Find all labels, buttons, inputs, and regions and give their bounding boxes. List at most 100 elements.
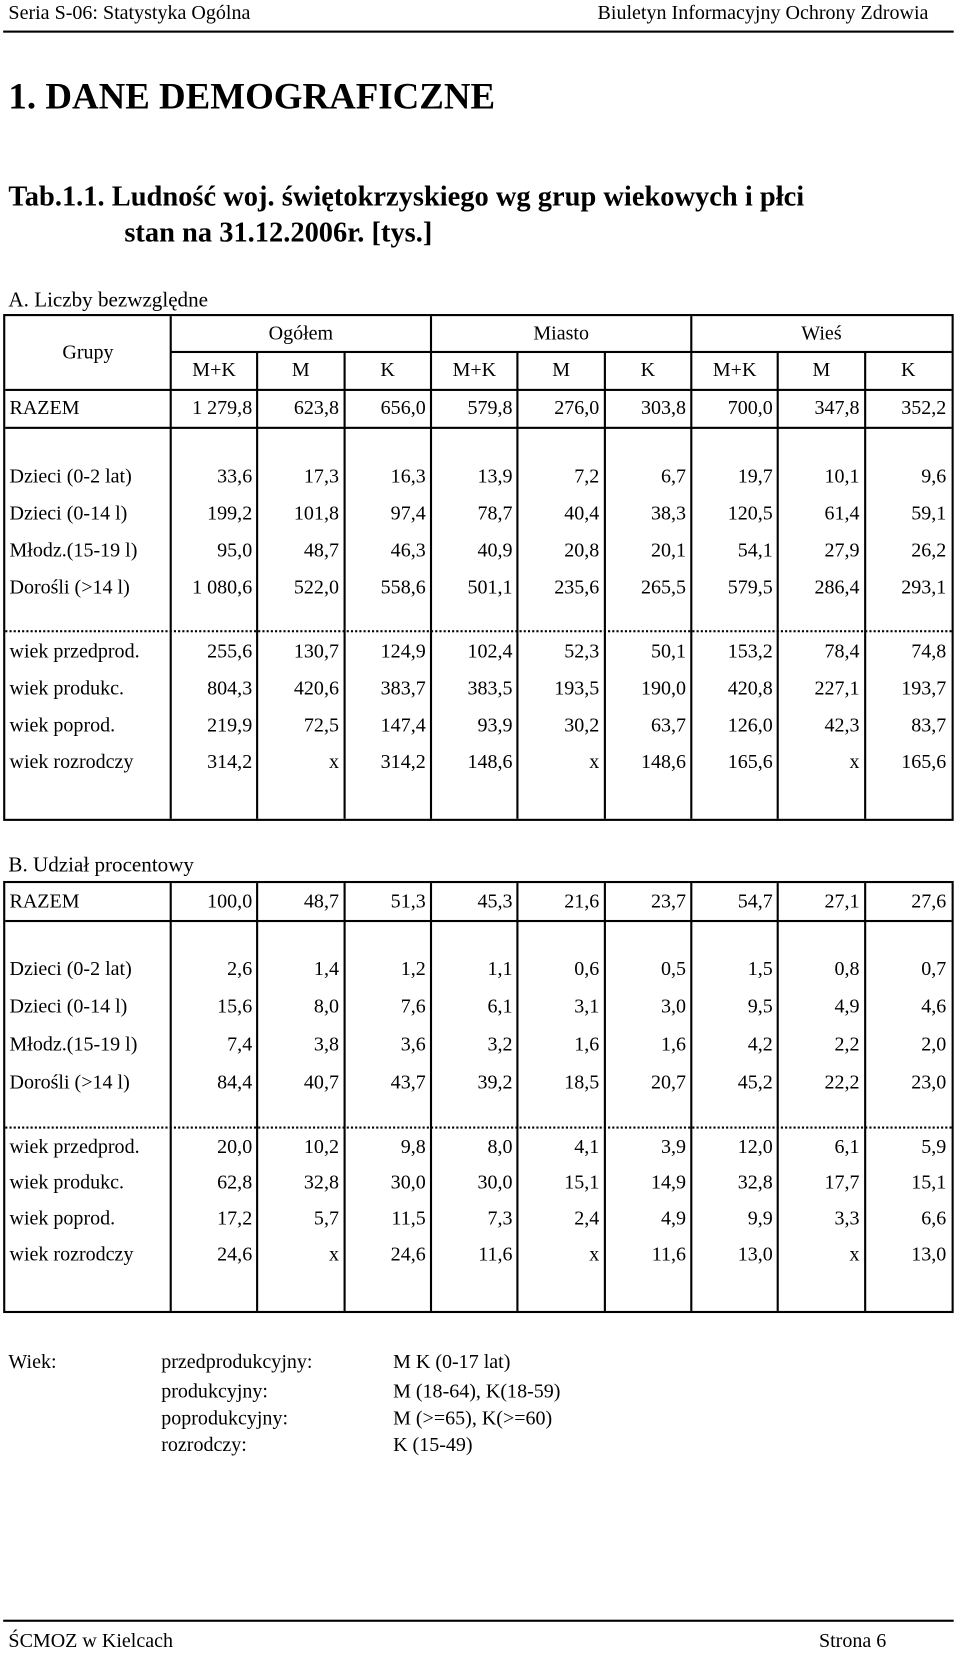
table-cell: 219,9 xyxy=(207,713,253,737)
header-cell: Wieś xyxy=(801,322,842,345)
table-cell: 97,4 xyxy=(390,502,426,525)
table-cell: 124,9 xyxy=(380,640,426,663)
column-rule xyxy=(343,883,346,1311)
table-cell: 383,7 xyxy=(380,677,426,700)
section-title: B. Udział procentowy xyxy=(8,853,194,877)
header-cell: M xyxy=(552,359,571,382)
table-cell: 2,0 xyxy=(921,1033,947,1056)
table-cell: x xyxy=(849,750,860,773)
header-cell: K xyxy=(900,359,916,382)
column-rule xyxy=(776,883,780,1311)
table-cell: 22,2 xyxy=(824,1071,860,1094)
table-cell: 17,2 xyxy=(217,1207,253,1230)
table-cell: 148,6 xyxy=(640,750,687,773)
table-cell: 0,8 xyxy=(834,957,860,981)
table-cell: 255,6 xyxy=(207,640,253,663)
row-label: Dzieci (0-14 l) xyxy=(9,502,128,525)
table-cell: 45,3 xyxy=(477,890,513,913)
table-cell: 190,0 xyxy=(640,677,687,700)
footer-rule xyxy=(3,1619,954,1622)
table-cell: 2,2 xyxy=(834,1033,860,1056)
column-rule xyxy=(516,351,519,819)
table-cell: 78,4 xyxy=(824,640,860,663)
table-cell: 14,9 xyxy=(650,1171,687,1194)
table-cell: 193,5 xyxy=(554,677,600,700)
table-cell: 13,9 xyxy=(477,465,513,488)
title: 1. DANE DEMOGRAFICZNE xyxy=(8,75,496,117)
table-cell: 20,0 xyxy=(217,1135,253,1159)
table-cell: 17,3 xyxy=(303,465,339,488)
table-cell: 61,4 xyxy=(824,502,860,525)
table-cell: 383,5 xyxy=(467,677,513,700)
table-cell: 43,7 xyxy=(390,1071,426,1094)
table-cell: 193,7 xyxy=(901,677,947,700)
table-cell: 420,6 xyxy=(293,677,339,700)
table-cell: 7,3 xyxy=(487,1207,513,1230)
table-cell: 101,8 xyxy=(293,502,339,525)
table-cell: 3,0 xyxy=(660,995,687,1018)
table-cell: 3,2 xyxy=(487,1033,513,1056)
table-cell: 102,4 xyxy=(467,640,513,663)
table-cell: 30,0 xyxy=(477,1171,513,1194)
table-cell: 165,6 xyxy=(901,750,947,773)
table-cell: 8,0 xyxy=(487,1135,513,1159)
table-cell: 27,1 xyxy=(824,890,860,913)
table-cell: 2,4 xyxy=(574,1207,600,1230)
column-rule xyxy=(863,351,866,819)
table-cell: 804,3 xyxy=(207,677,253,700)
table-title: Tab.1.1. Ludność woj. świętokrzyskiego w… xyxy=(8,180,805,212)
column-rule xyxy=(863,883,866,1311)
table-cell: 15,1 xyxy=(911,1171,947,1194)
table-cell: 6,1 xyxy=(487,995,513,1018)
table-cell: 48,7 xyxy=(303,539,339,562)
row-label: wiek produkc. xyxy=(9,1171,125,1194)
table-cell: 46,3 xyxy=(390,539,426,562)
table-cell: 3,6 xyxy=(400,1033,426,1056)
header-left: Seria S-06: Statystyka Ogólna xyxy=(8,2,251,25)
header-right: Biuletyn Informacyjny Ochrony Zdrowia xyxy=(597,2,929,25)
dotted-rule xyxy=(5,1126,952,1129)
table-cell: 4,2 xyxy=(747,1033,773,1056)
table-cell: 20,8 xyxy=(564,539,600,562)
table-cell: 18,5 xyxy=(564,1071,600,1094)
table-cell: 314,2 xyxy=(380,750,426,773)
legend-definition: M (18-64), K(18-59) xyxy=(393,1380,561,1403)
table-cell: 276,0 xyxy=(554,397,600,420)
table-cell: 42,3 xyxy=(824,713,860,737)
column-rule xyxy=(603,351,606,819)
row-label: Młodz.(15-19 l) xyxy=(9,539,138,562)
table-cell: 4,6 xyxy=(921,995,947,1018)
table-cell: 1,4 xyxy=(313,957,339,981)
table-cell: x xyxy=(328,1243,339,1266)
column-rule xyxy=(429,316,433,819)
table-cell: 95,0 xyxy=(217,539,253,562)
table-cell: 3,9 xyxy=(660,1135,687,1159)
table-cell: 558,6 xyxy=(380,575,426,599)
table-cell: 40,7 xyxy=(303,1071,339,1094)
table-cell: 1,5 xyxy=(747,957,773,981)
table-cell: x xyxy=(328,750,339,773)
table-cell: 10,1 xyxy=(824,465,860,488)
table-cell: 8,0 xyxy=(313,995,339,1018)
table-cell: 40,9 xyxy=(477,539,513,562)
table-cell: 120,5 xyxy=(727,502,773,525)
table-cell: 40,4 xyxy=(564,502,600,525)
table: RAZEM 100,0 48,7 51,3 45,3 21,6 23,7 54,7 27,1 27… xyxy=(3,880,954,1314)
legend-definition: M K (0-17 lat) xyxy=(393,1350,511,1374)
legend-definition: K (15-49) xyxy=(393,1434,473,1457)
footer-right: Strona 6 xyxy=(818,1630,887,1653)
table-cell: 20,7 xyxy=(650,1071,687,1094)
table-cell: 15,6 xyxy=(217,995,253,1018)
table-cell: 1,2 xyxy=(400,957,426,981)
column-rule xyxy=(690,316,693,819)
table-cell: 13,0 xyxy=(737,1243,773,1266)
table-subtitle: stan na 31.12.2006r. [tys.] xyxy=(124,216,433,248)
table-cell: 100,0 xyxy=(207,890,253,913)
table-cell: 0,7 xyxy=(921,957,947,981)
table: Grupy Ogółem Miasto Wieś M+K M K M+K M K M+K M K RAZE… xyxy=(3,314,954,821)
legend-definition: M (>=65), K(>=60) xyxy=(393,1407,553,1431)
table-cell: 27,6 xyxy=(911,890,947,913)
table-cell: 148,6 xyxy=(467,750,513,773)
